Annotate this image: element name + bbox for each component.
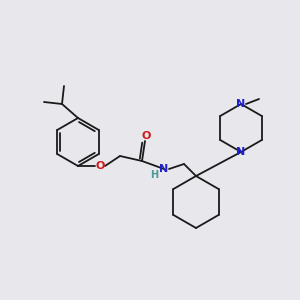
Text: O: O (141, 131, 151, 141)
Text: N: N (236, 147, 246, 157)
Text: H: H (150, 170, 158, 180)
Text: O: O (95, 161, 105, 171)
Text: N: N (159, 164, 169, 174)
Text: N: N (236, 99, 246, 109)
